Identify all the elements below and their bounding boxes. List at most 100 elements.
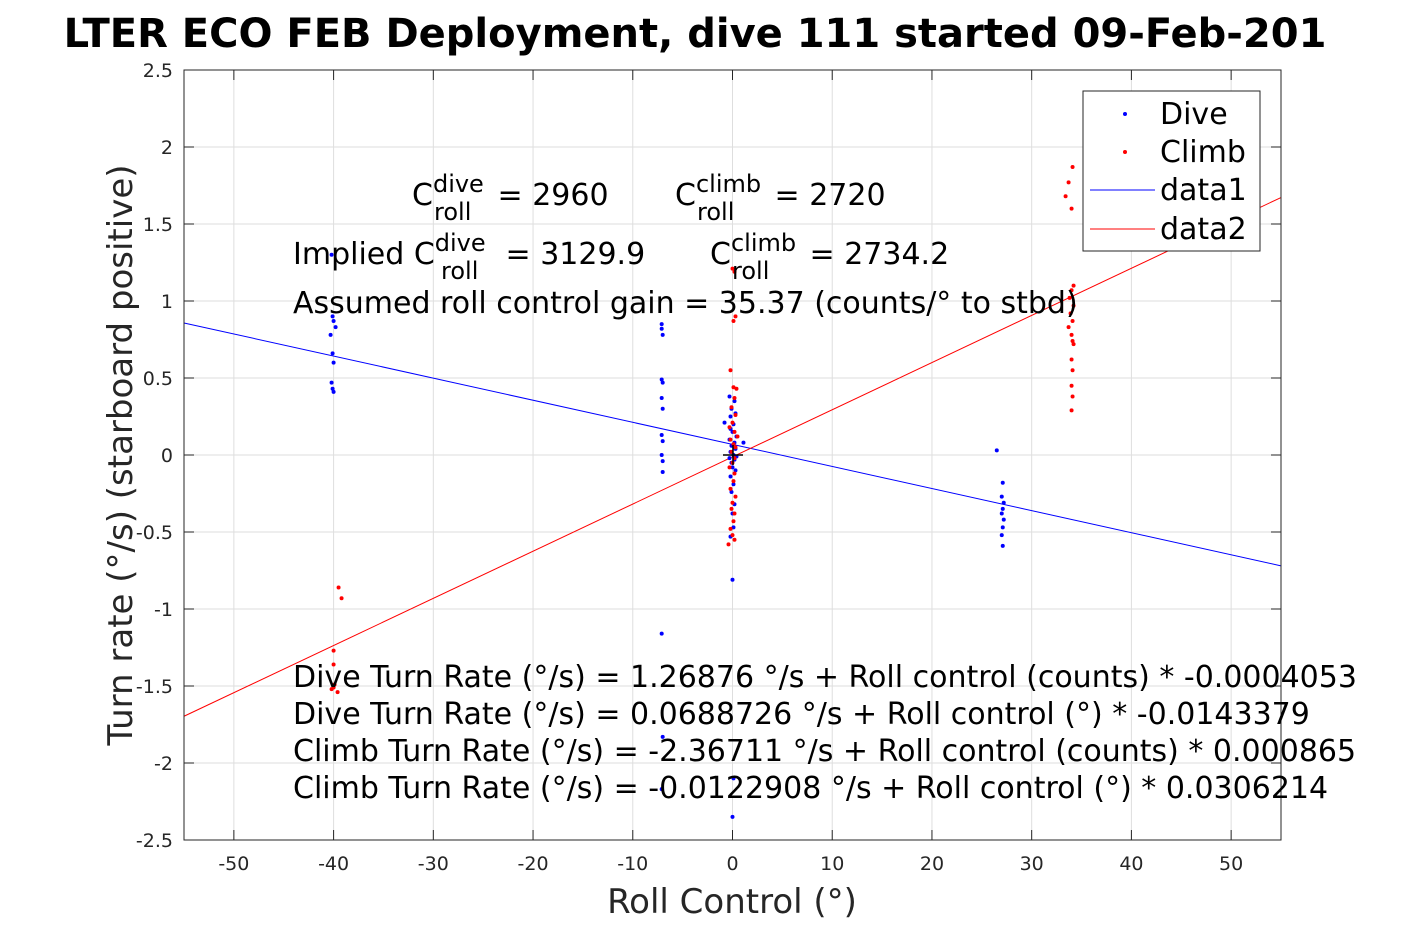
data-point-climb — [731, 385, 736, 390]
data-point-climb — [732, 429, 737, 434]
x-tick-label: 50 — [1219, 853, 1243, 875]
data-point-dive — [731, 525, 736, 530]
data-point-climb — [335, 690, 340, 695]
c-climb-value: = 2720 — [765, 178, 886, 213]
y-tick-label: 0 — [161, 445, 173, 467]
gain-annotation: Assumed roll control gain = 35.37 (count… — [293, 286, 1078, 321]
equation-climb-counts: Climb Turn Rate (°/s) = -2.36711 °/s + R… — [293, 734, 1356, 769]
data-point-climb — [1069, 408, 1074, 413]
legend: Dive Climb data1 data2 — [1082, 90, 1261, 252]
data-point-climb — [735, 434, 740, 439]
implied-climb-sub: roll — [732, 257, 769, 285]
data-point-dive — [1000, 543, 1005, 548]
data-point-climb — [331, 662, 336, 667]
data-point-dive — [732, 399, 737, 404]
data-point-climb — [1070, 319, 1075, 324]
x-tick-label: 30 — [1020, 853, 1044, 875]
data-point-climb — [1069, 206, 1074, 211]
implied-prefix: Implied C — [293, 237, 435, 272]
y-tick-label: 1 — [161, 291, 173, 313]
c-dive-label: C — [412, 178, 433, 213]
data-point-climb — [732, 396, 737, 401]
data-point-dive — [999, 511, 1004, 516]
data-point-climb — [728, 526, 733, 531]
data-point-dive — [730, 577, 735, 582]
c-dive-value: = 2960 — [488, 178, 609, 213]
x-tick-label: -20 — [518, 853, 549, 875]
data-point-climb — [733, 445, 738, 450]
data-point-climb — [1071, 283, 1076, 288]
data-points — [328, 165, 1076, 819]
data-point-climb — [1069, 383, 1074, 388]
data-point-climb — [732, 511, 737, 516]
data-point-climb — [729, 506, 734, 511]
data-point-climb — [1068, 311, 1073, 316]
y-tick-label: -2.5 — [136, 830, 173, 852]
data-point-dive — [660, 459, 665, 464]
data-point-dive — [999, 533, 1004, 538]
data-point-climb — [1067, 295, 1072, 300]
data-point-climb — [1066, 180, 1071, 185]
x-tick-label: -40 — [318, 853, 349, 875]
data-point-climb — [1066, 325, 1071, 330]
data-point-climb — [339, 596, 344, 601]
implied-dive-sup: dive — [435, 229, 486, 257]
data-point-climb — [731, 479, 736, 484]
data-point-dive — [329, 380, 334, 385]
chart-title: LTER ECO FEB Deployment, dive 111 starte… — [64, 11, 1327, 57]
data-point-climb — [728, 437, 733, 442]
c-climb-label: C — [675, 178, 696, 213]
data-point-climb — [1071, 303, 1076, 308]
data-point-climb — [331, 648, 336, 653]
data-point-dive — [660, 332, 665, 337]
data-point-climb — [733, 314, 738, 319]
data-point-dive — [659, 377, 664, 382]
x-axis-label: Roll Control (°) — [607, 882, 857, 922]
c-climb-sup: climb — [696, 170, 761, 198]
data-point-dive — [333, 325, 338, 330]
implied-climb-sup: climb — [731, 229, 796, 257]
equation-climb-degrees: Climb Turn Rate (°/s) = -0.0122908 °/s +… — [293, 771, 1328, 806]
data-point-dive — [659, 432, 664, 437]
x-tick-label: -10 — [617, 853, 648, 875]
legend-data1-label: data1 — [1160, 173, 1247, 208]
data-point-climb — [1069, 332, 1074, 337]
data-point-dive — [728, 414, 733, 419]
origin-marker — [723, 445, 743, 465]
data-point-dive — [994, 448, 999, 453]
data-point-dive — [329, 252, 334, 257]
data-point-dive — [659, 322, 664, 327]
x-tick-label: -50 — [218, 853, 249, 875]
equation-dive-counts: Dive Turn Rate (°/s) = 1.26876 °/s + Rol… — [293, 660, 1357, 695]
y-tick-label: -0.5 — [136, 522, 173, 544]
axis-ticks: -50 -40 -30 -20 -10 0 10 20 30 40 50-2.5-2-1.5-1-0… — [136, 60, 1281, 875]
data-point-dive — [1001, 517, 1006, 522]
data-point-dive — [330, 351, 335, 356]
data-point-climb — [728, 368, 733, 373]
c-dive-sup: dive — [433, 170, 484, 198]
data-point-climb — [734, 386, 739, 391]
data-point-climb — [730, 266, 735, 271]
data-point-dive — [659, 787, 664, 792]
equation-dive-degrees: Dive Turn Rate (°/s) = 0.0688726 °/s + R… — [293, 697, 1310, 732]
data-point-climb — [731, 519, 736, 524]
y-tick-label: 2 — [161, 137, 173, 159]
data-point-dive — [727, 394, 732, 399]
data-point-dive — [330, 386, 335, 391]
y-tick-label: 1.5 — [143, 214, 173, 236]
data-point-climb — [733, 494, 738, 499]
data-point-climb — [1070, 165, 1075, 170]
legend-box — [1082, 90, 1261, 252]
data-point-dive — [660, 406, 665, 411]
data-point-dive — [729, 489, 734, 494]
data-point-climb — [1070, 368, 1075, 373]
implied-dive-sub: roll — [441, 257, 478, 285]
data-point-climb — [727, 465, 732, 470]
legend-climb-label: Climb — [1160, 135, 1246, 170]
x-tick-label: 40 — [1119, 853, 1143, 875]
implied-climb-value: = 2734.2 — [800, 237, 949, 272]
data-point-dive — [733, 468, 738, 473]
legend-dive-label: Dive — [1160, 97, 1228, 132]
